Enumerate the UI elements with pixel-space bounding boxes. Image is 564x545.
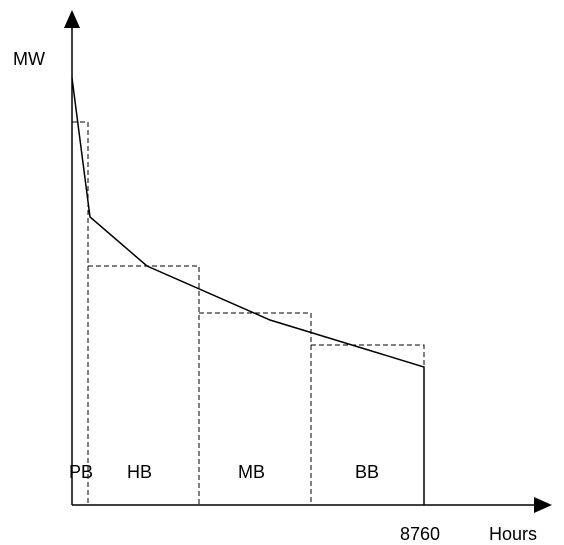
load-duration-curve: [71, 77, 425, 505]
block-mb-outline: [199, 312, 312, 505]
block-label-pb: PB: [69, 462, 93, 482]
x-end-tick-label: 8760: [400, 524, 440, 544]
block-pb-outline: [72, 121, 89, 505]
block-label-mb: MB: [238, 462, 265, 482]
y-axis-label: MW: [13, 49, 45, 69]
block-bb-outline: [311, 344, 425, 367]
dashed-blocks: [72, 121, 425, 505]
block-label-hb: HB: [127, 462, 152, 482]
block-hb-outline: [88, 265, 200, 505]
x-axis-arrow-icon: [534, 497, 552, 513]
x-axis-label: Hours: [489, 524, 537, 544]
block-label-bb: BB: [355, 462, 379, 482]
y-axis-arrow-icon: [64, 10, 80, 28]
